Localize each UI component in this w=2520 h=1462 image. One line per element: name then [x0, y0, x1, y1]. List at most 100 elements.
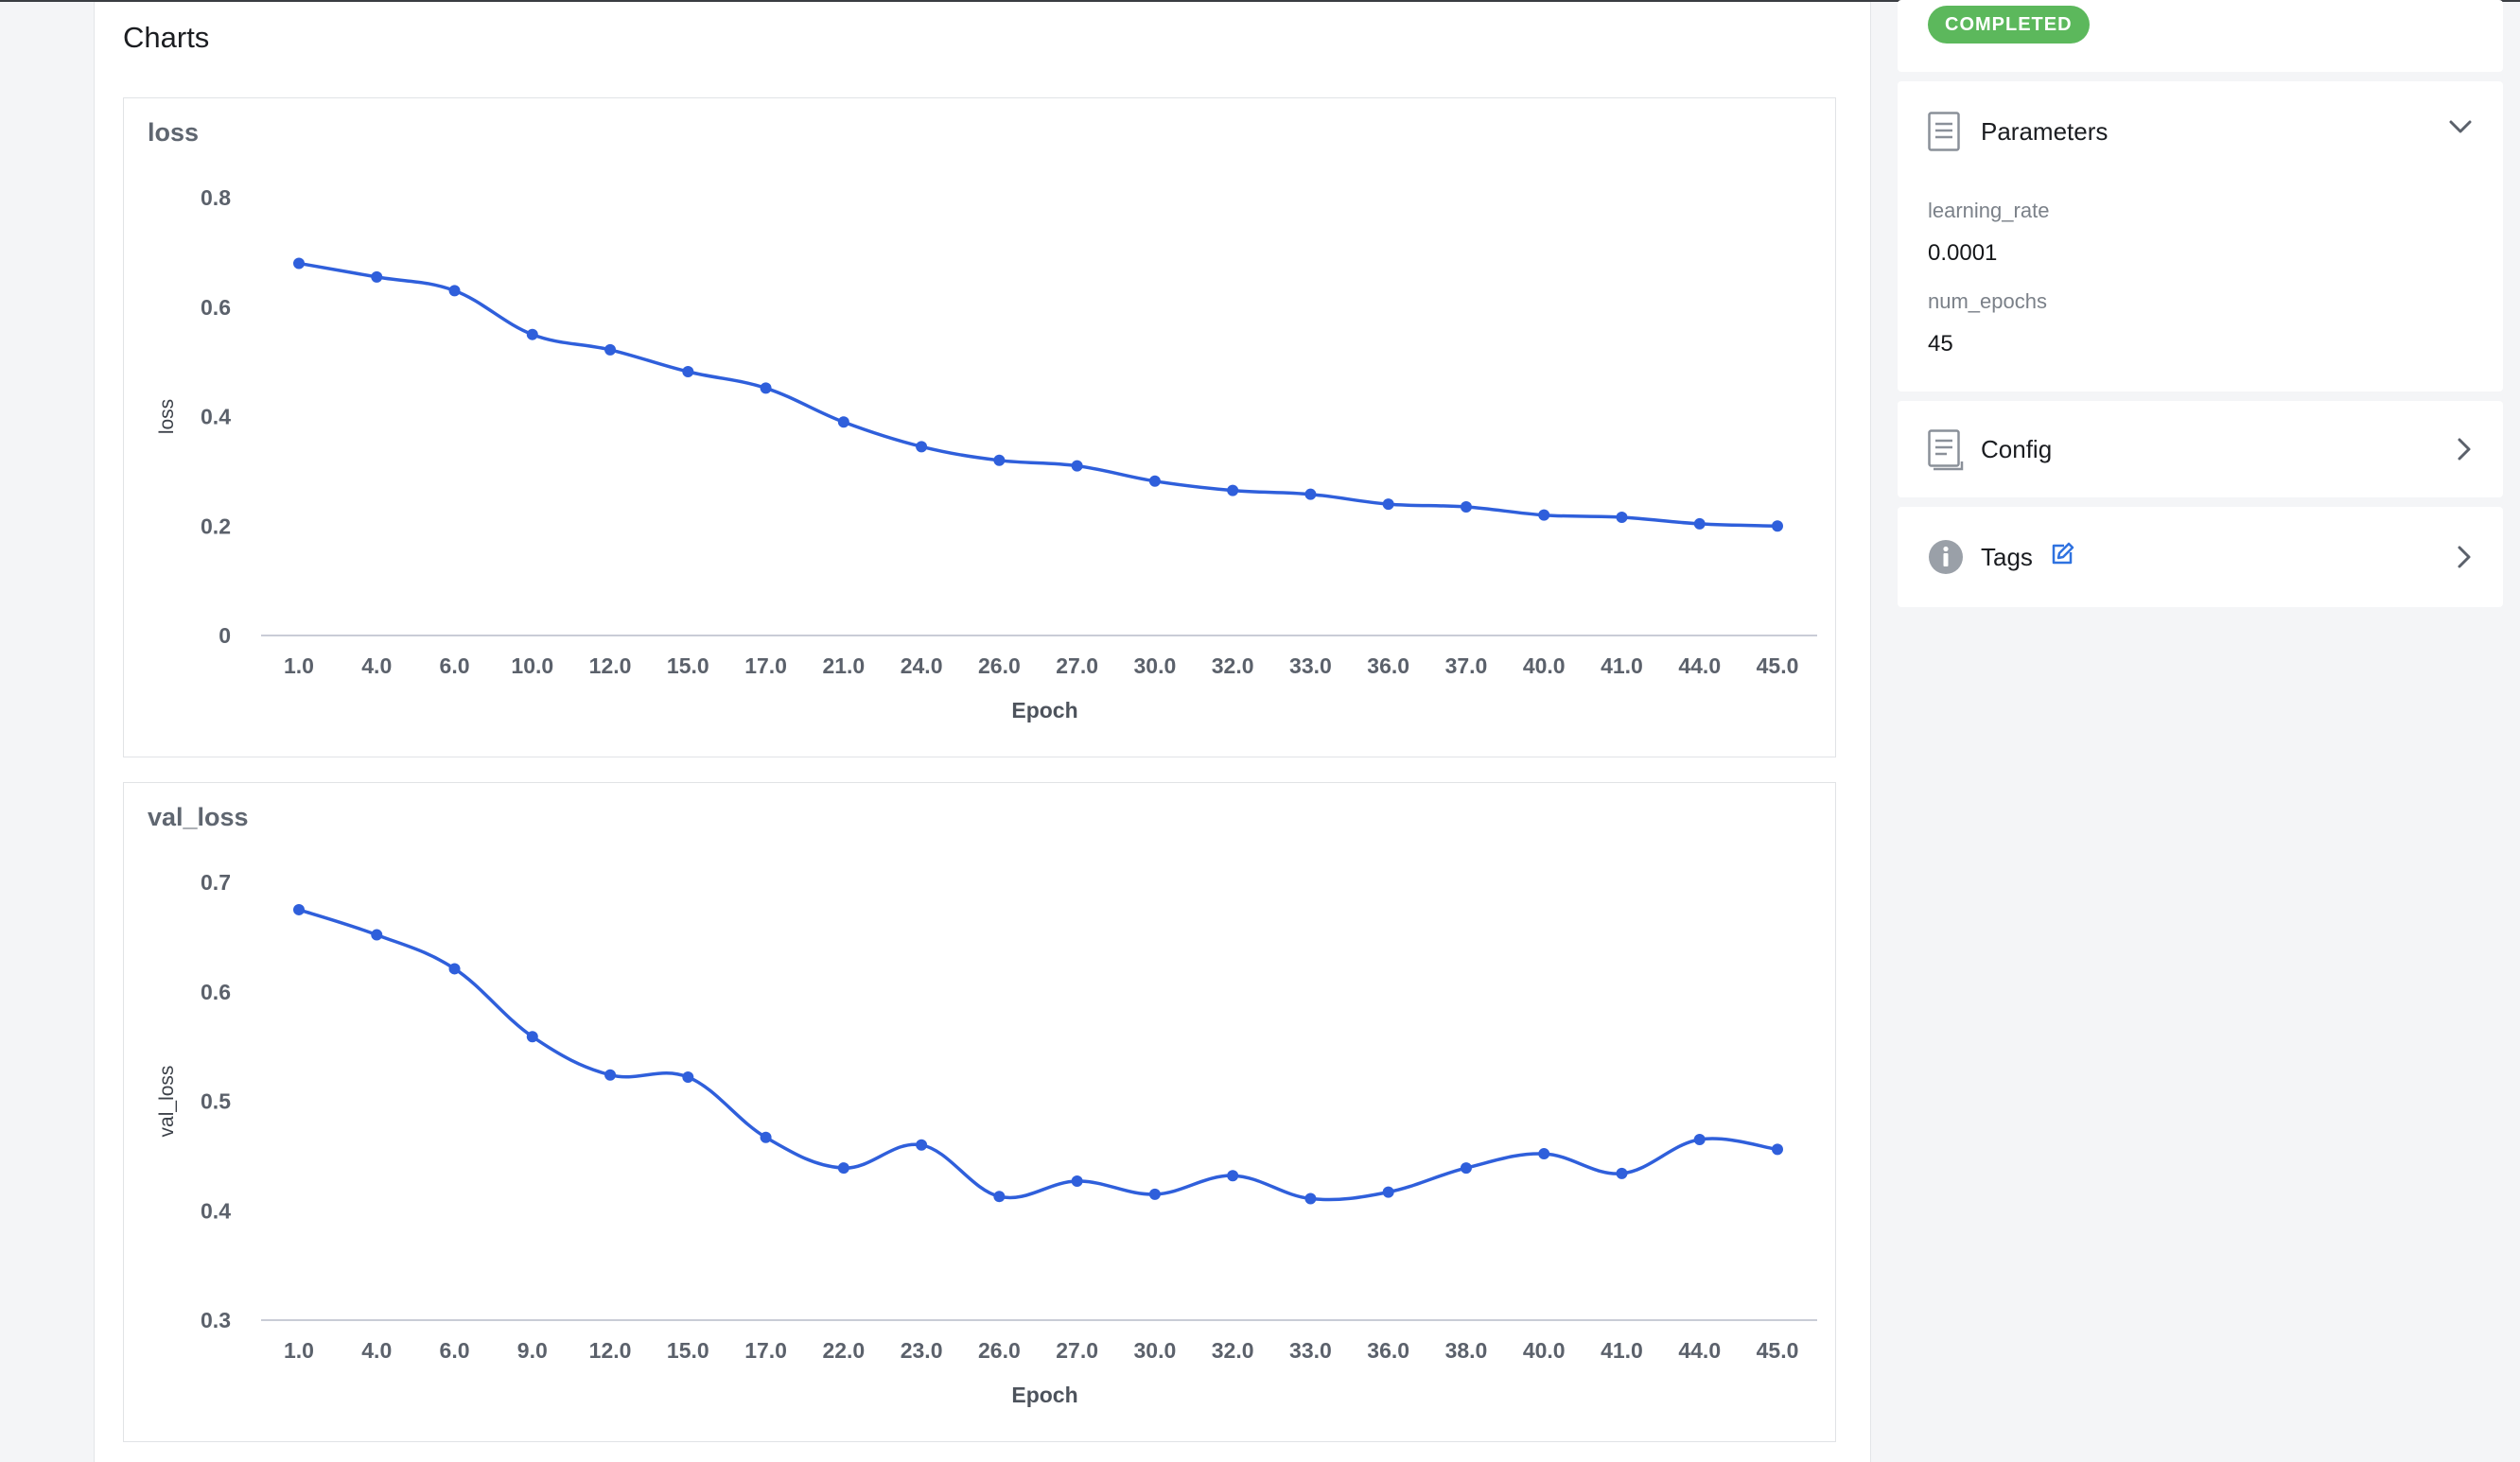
x-tick-label: 41.0 [1601, 653, 1643, 678]
y-tick-label: 0 [219, 623, 231, 648]
x-axis-label: Epoch [1011, 698, 1077, 722]
y-tick-label: 0.8 [201, 185, 231, 210]
x-tick-label: 45.0 [1757, 1338, 1799, 1363]
data-point [916, 441, 928, 453]
x-tick-label: 1.0 [284, 1338, 314, 1363]
x-tick-label: 4.0 [361, 1338, 392, 1363]
x-tick-label: 38.0 [1445, 1338, 1488, 1363]
y-tick-label: 0.5 [201, 1089, 231, 1114]
x-tick-label: 33.0 [1289, 653, 1332, 678]
data-point [1382, 498, 1394, 511]
data-point [448, 963, 461, 975]
section-title: Charts [123, 21, 210, 54]
param-value-num-epochs: 45 [1928, 331, 1953, 357]
tags-title: Tags [1981, 543, 2033, 571]
param-key-learning-rate: learning_rate [1928, 199, 2050, 222]
config-card[interactable]: Config [1898, 401, 2503, 497]
status-badge: COMPLETED [1928, 6, 2090, 44]
x-tick-label: 27.0 [1056, 1338, 1098, 1363]
x-axis-label: Epoch [1011, 1383, 1077, 1407]
x-tick-label: 1.0 [284, 653, 314, 678]
loss-chart: loss 0 0.2 0.4 0.6 0.8 loss 1.0 4.0 6.0 10.0 12.0 15… [148, 118, 1817, 722]
chevron-right-icon[interactable] [2456, 545, 2473, 569]
data-point [1460, 1162, 1472, 1175]
x-tick-label: 30.0 [1134, 1338, 1177, 1363]
y-tick-label: 0.3 [201, 1308, 231, 1332]
param-value-learning-rate: 0.0001 [1928, 240, 1998, 266]
y-axis-label: loss [156, 399, 178, 434]
val-loss-chart: val_loss 0.3 0.4 0.5 0.6 0.7 val_loss 1.0 4.0 6.0… [148, 803, 1817, 1407]
param-key-num-epochs: num_epochs [1928, 289, 2047, 313]
x-tick-label: 26.0 [978, 653, 1021, 678]
x-tick-label: 21.0 [822, 653, 865, 678]
x-tick-label: 17.0 [744, 653, 787, 678]
document-icon [1928, 112, 1960, 151]
data-point [1693, 517, 1706, 530]
data-point [448, 285, 461, 297]
data-point [837, 416, 849, 428]
x-tick-label: 45.0 [1757, 653, 1799, 678]
data-point [1071, 1175, 1083, 1187]
x-tick-label: 23.0 [901, 1338, 943, 1363]
data-point [1227, 1170, 1239, 1182]
data-point [526, 328, 538, 340]
data-point [1304, 488, 1317, 500]
data-point [526, 1031, 538, 1043]
data-point [293, 257, 305, 270]
data-point [371, 929, 383, 941]
y-tick-label: 0.7 [201, 870, 231, 895]
data-point [1538, 1148, 1550, 1160]
x-tick-label: 17.0 [744, 1338, 787, 1363]
tags-card[interactable]: Tags [1898, 507, 2503, 607]
window-top-border [0, 0, 2520, 2]
chart-title: val_loss [148, 803, 249, 831]
chevron-down-icon[interactable] [2448, 119, 2473, 136]
chevron-right-icon[interactable] [2456, 437, 2473, 461]
x-tick-label: 12.0 [589, 1338, 632, 1363]
x-tick-label: 37.0 [1445, 653, 1488, 678]
x-tick-label: 6.0 [440, 1338, 470, 1363]
val-loss-chart-card: val_loss 0.3 0.4 0.5 0.6 0.7 val_loss 1.0 4.0 6.0… [123, 782, 1836, 1442]
parameters-card: Parameters learning_rate 0.0001 num_epoc… [1898, 81, 2503, 392]
data-point [1616, 1167, 1628, 1179]
info-icon [1929, 540, 1963, 574]
x-tick-label: 26.0 [978, 1338, 1021, 1363]
x-tick-label: 24.0 [901, 653, 943, 678]
data-point [760, 1131, 772, 1143]
data-point [1460, 500, 1472, 513]
x-tick-label: 4.0 [361, 653, 392, 678]
data-point [1304, 1192, 1317, 1205]
data-point [993, 1191, 1006, 1203]
data-point [371, 270, 383, 283]
data-point [916, 1139, 928, 1151]
parameters-header[interactable]: Parameters [1898, 81, 2503, 180]
data-point [837, 1162, 849, 1175]
data-point [1538, 509, 1550, 521]
data-point [682, 366, 694, 378]
x-tick-label: 36.0 [1367, 1338, 1409, 1363]
x-tick-label: 27.0 [1056, 653, 1098, 678]
data-point [1772, 1143, 1783, 1156]
x-tick-label: 44.0 [1678, 653, 1721, 678]
data-point [1227, 484, 1239, 496]
y-tick-label: 0.4 [201, 1198, 231, 1223]
data-point [1071, 460, 1083, 472]
x-tick-label: 15.0 [667, 653, 709, 678]
series-line [298, 261, 1778, 529]
x-tick-label: 22.0 [822, 1338, 865, 1363]
data-point [1382, 1186, 1394, 1198]
x-tick-label: 32.0 [1212, 653, 1254, 678]
x-tick-label: 9.0 [517, 1338, 548, 1363]
edit-pencil-icon[interactable] [2049, 541, 2075, 567]
x-tick-label: 33.0 [1289, 1338, 1332, 1363]
x-tick-label: 44.0 [1678, 1338, 1721, 1363]
x-tick-label: 40.0 [1523, 1338, 1566, 1363]
chart-title: loss [148, 118, 199, 147]
x-tick-label: 6.0 [440, 653, 470, 678]
y-tick-label: 0.4 [201, 405, 231, 429]
y-axis-label: val_loss [156, 1066, 178, 1138]
data-point [293, 903, 305, 915]
data-point [682, 1071, 694, 1084]
data-point [604, 343, 617, 356]
loss-chart-card: loss 0 0.2 0.4 0.6 0.8 loss 1.0 4.0 6.0 10.0 12.0 15… [123, 97, 1836, 757]
